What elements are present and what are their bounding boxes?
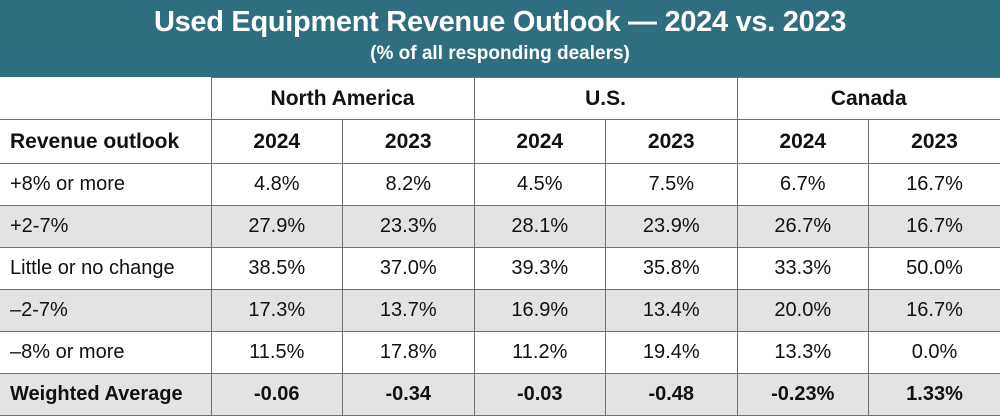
data-cell: 23.9%: [605, 205, 738, 248]
year-header: 2023: [868, 119, 1000, 164]
data-cell: 26.7%: [736, 205, 869, 248]
data-cell: 50.0%: [868, 247, 1000, 290]
year-header: 2024: [473, 119, 606, 164]
data-cell: -0.34: [342, 373, 475, 416]
data-cell: -0.06: [210, 373, 343, 416]
data-cell: 17.8%: [342, 331, 475, 374]
data-cell: 6.7%: [736, 163, 869, 206]
row-label: –8% or more: [0, 331, 212, 374]
row-header-label: Revenue outlook: [0, 119, 212, 164]
data-cell: 35.8%: [605, 247, 738, 290]
data-cell: 13.7%: [342, 289, 475, 332]
chart-subtitle: (% of all responding dealers): [370, 43, 630, 64]
year-header: 2023: [605, 119, 738, 164]
data-cell: 28.1%: [473, 205, 606, 248]
data-cell: 19.4%: [605, 331, 738, 374]
row-label: Little or no change: [0, 247, 212, 290]
table-row: Little or no change 38.5% 37.0% 39.3% 35…: [0, 247, 1000, 290]
data-cell: 4.5%: [473, 163, 606, 206]
weighted-average-row: Weighted Average -0.06 -0.34 -0.03 -0.48…: [0, 373, 1000, 416]
data-cell: 16.9%: [473, 289, 606, 332]
data-cell: 16.7%: [868, 163, 1000, 206]
data-cell: 13.3%: [736, 331, 869, 374]
row-label: Weighted Average: [0, 373, 212, 416]
year-header: 2024: [210, 119, 343, 164]
region-header-row: North America U.S. Canada: [0, 77, 1000, 120]
data-cell: 38.5%: [210, 247, 343, 290]
chart-title: Used Equipment Revenue Outlook — 2024 vs…: [153, 6, 847, 38]
row-label: +8% or more: [0, 163, 212, 206]
region-header-canada: Canada: [736, 77, 1000, 120]
data-cell: 20.0%: [736, 289, 869, 332]
data-cell: -0.48: [605, 373, 738, 416]
title-bar: Used Equipment Revenue Outlook — 2024 vs…: [0, 0, 1000, 77]
data-cell: 4.8%: [210, 163, 343, 206]
data-cell: 1.33%: [868, 373, 1000, 416]
data-cell: 16.7%: [868, 205, 1000, 248]
data-cell: 7.5%: [605, 163, 738, 206]
outlook-table: North America U.S. Canada Revenue outloo…: [0, 77, 1000, 416]
year-header-row: Revenue outlook 2024 2023 2024 2023 2024…: [0, 119, 1000, 164]
table-row: –2-7% 17.3% 13.7% 16.9% 13.4% 20.0% 16.7…: [0, 289, 1000, 332]
data-cell: 11.2%: [473, 331, 606, 374]
data-cell: 17.3%: [210, 289, 343, 332]
row-label: +2-7%: [0, 205, 212, 248]
data-cell: 8.2%: [342, 163, 475, 206]
data-cell: 11.5%: [210, 331, 343, 374]
data-cell: 23.3%: [342, 205, 475, 248]
year-header: 2024: [736, 119, 869, 164]
data-cell: 27.9%: [210, 205, 343, 248]
region-header-north-america: North America: [210, 77, 475, 120]
data-cell: 13.4%: [605, 289, 738, 332]
year-header: 2023: [342, 119, 475, 164]
data-cell: 33.3%: [736, 247, 869, 290]
table-row: –8% or more 11.5% 17.8% 11.2% 19.4% 13.3…: [0, 331, 1000, 374]
region-header-us: U.S.: [473, 77, 738, 120]
data-cell: 0.0%: [868, 331, 1000, 374]
table-row: +8% or more 4.8% 8.2% 4.5% 7.5% 6.7% 16.…: [0, 163, 1000, 206]
data-cell: 39.3%: [473, 247, 606, 290]
corner-cell: [0, 77, 212, 120]
data-cell: -0.23%: [736, 373, 869, 416]
row-label: –2-7%: [0, 289, 212, 332]
data-cell: 16.7%: [868, 289, 1000, 332]
table-row: +2-7% 27.9% 23.3% 28.1% 23.9% 26.7% 16.7…: [0, 205, 1000, 248]
data-cell: -0.03: [473, 373, 606, 416]
data-cell: 37.0%: [342, 247, 475, 290]
